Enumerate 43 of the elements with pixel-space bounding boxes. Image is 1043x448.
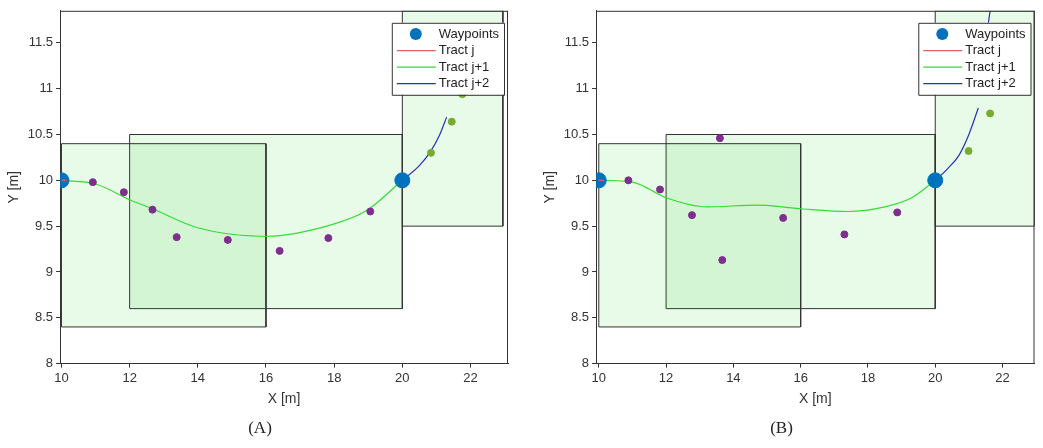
legend-label: Tract j	[965, 42, 1002, 58]
x-axis-title: X [m]	[267, 390, 301, 407]
legend-label: Waypoints	[965, 25, 1026, 41]
y-tick-label: 9.5	[571, 217, 590, 233]
y-tick-label: 10	[574, 171, 590, 187]
x-tick-label: 14	[190, 369, 206, 385]
y-tick-label: 11.5	[564, 34, 590, 50]
y-axis-title: Y [m]	[541, 170, 558, 204]
x-tick-label: 12	[658, 369, 674, 385]
y-tick-label: 11	[39, 80, 54, 96]
y-tick-label: 8	[45, 355, 54, 371]
x-tick-label: 16	[258, 369, 274, 385]
x-tick-label: 18	[860, 369, 876, 385]
x-tick-label: 16	[793, 369, 808, 385]
y-tick-label: 8	[581, 355, 590, 371]
text: (A)	[247, 418, 273, 438]
y-tick-label: 8.5	[571, 309, 590, 325]
y-tick-label: 11.5	[28, 34, 54, 50]
x-tick-label: 14	[726, 369, 741, 385]
y-tick-label: 10	[38, 171, 54, 187]
y-tick-label: 8.5	[35, 309, 54, 325]
legend-label: Tract j+1	[438, 58, 490, 74]
legend-label: Tract j+1	[965, 58, 1016, 74]
y-tick-label: 9	[581, 263, 590, 279]
y-tick-label: 10.5	[563, 126, 590, 142]
x-axis-title: X [m]	[798, 390, 832, 407]
legend-label: Tract j	[438, 42, 475, 58]
x-tick-label: 22	[463, 369, 478, 385]
y-tick-label: 9.5	[35, 217, 54, 233]
legend-label: Waypoints	[438, 25, 500, 41]
x-tick-label: 18	[326, 369, 342, 385]
legend-label: Tract j+2	[438, 75, 490, 91]
text: (B)	[769, 418, 794, 438]
y-axis-title: Y [m]	[5, 170, 22, 204]
x-tick-label: 22	[995, 369, 1010, 385]
y-tick-label: 10.5	[27, 126, 54, 142]
x-tick-label: 10	[591, 369, 607, 385]
y-tick-label: 11	[575, 80, 590, 96]
x-tick-label: 20	[928, 369, 943, 385]
y-tick-label: 9	[45, 263, 54, 279]
x-tick-label: 12	[122, 369, 137, 385]
x-tick-label: 20	[395, 369, 410, 385]
legend-label: Tract j+2	[965, 75, 1016, 91]
